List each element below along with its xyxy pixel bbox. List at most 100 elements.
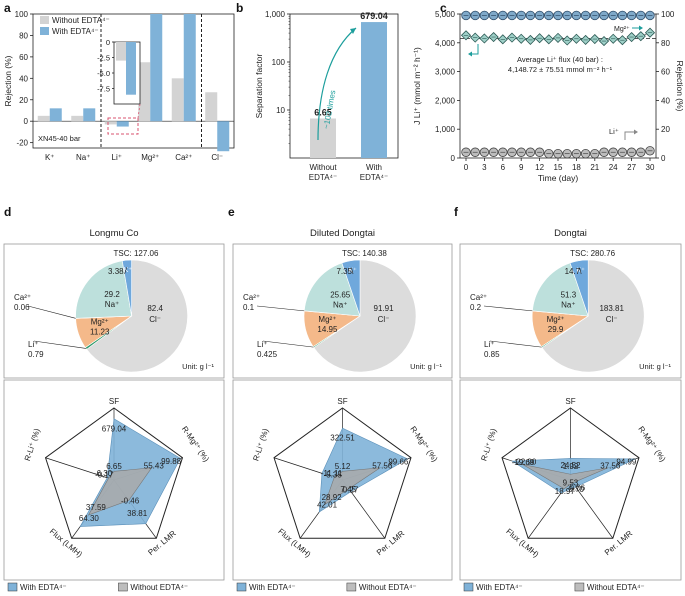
pie-leader-e-k	[351, 267, 354, 275]
pie-label-name-e-cl: Cl⁻	[378, 315, 390, 324]
pie-label-name-f-ca: Ca²⁺	[470, 293, 487, 302]
radar-value-without-e-4: -5.35	[324, 470, 343, 479]
bar-a-without-2	[104, 121, 117, 125]
x-tick-label-b-1a: With	[366, 163, 382, 172]
pie-label-name-e-na: Na⁺	[333, 300, 347, 309]
pie-leader-d-ca	[27, 305, 76, 319]
y-tick-label-a: 40	[19, 74, 28, 83]
label-li-c: Li⁺	[609, 127, 619, 136]
legend-f-with-swatch	[463, 582, 474, 592]
y-axis-label-a: Rejection (%)	[3, 55, 13, 106]
bar-a-without-5	[205, 92, 218, 122]
radar-frame-f	[501, 407, 640, 539]
y-tick-label-a: 80	[19, 31, 28, 40]
radar-value-without-d-2: -0.46	[121, 496, 140, 505]
legend-e-without: Without EDTA⁴⁻	[359, 583, 417, 592]
pie-label-name-d-ca: Ca²⁺	[14, 293, 31, 302]
radar-axis-label-e-rli: R-Li⁺ (%)	[251, 427, 270, 462]
y-tick-label-b: 100	[272, 58, 286, 67]
pie-slice-f-4	[532, 262, 589, 317]
arrow-flux-head-c	[468, 51, 472, 57]
radar-without-e	[324, 467, 381, 506]
y-axis-label-b: Separation factor	[254, 53, 264, 118]
x-tick-label-a: Na⁺	[76, 153, 90, 162]
pie-leader-d-li	[33, 340, 87, 349]
bar-a-without-0	[37, 115, 50, 122]
pie-slice-d-4	[75, 260, 132, 319]
pie-label-value-e-li: 0.425	[257, 350, 278, 359]
y-right-tick-label-c: 40	[661, 96, 670, 105]
pie-leader-e-li	[262, 340, 314, 348]
pie-label-name-f-li: Li⁺	[484, 340, 494, 349]
radar-box-e	[232, 379, 453, 581]
radar-without-f	[522, 464, 609, 490]
radar-axis-label-e-rmg: R-Mg²⁺ (%)	[408, 425, 439, 464]
inset-tick-label-a: -5.0	[97, 69, 110, 78]
axes-b-frame	[289, 13, 399, 159]
radar-value-without-e-1: 57.56	[372, 461, 393, 470]
x-tick-label-a: Ca²⁺	[175, 153, 192, 162]
bar-a-without-1	[71, 115, 84, 122]
panel-label-f: f	[454, 205, 459, 219]
y-left-axis-label-c: J Li⁺ (mmol m⁻² h⁻¹)	[412, 47, 422, 125]
legend-a-with-swatch	[40, 27, 49, 35]
pie-label-name-f-cl: Cl⁻	[606, 315, 618, 324]
x-tick-label-a: Mg²⁺	[141, 153, 159, 162]
x-tick-label-c: 24	[609, 163, 618, 172]
y-right-tick-label-c: 20	[661, 125, 670, 134]
pie-label-value-e-mg: 14.95	[317, 325, 338, 334]
x-tick-label-b-1b: EDTA⁴⁻	[360, 173, 388, 182]
radar-frame-d	[44, 407, 184, 539]
panel-title-f: Dongtai	[554, 228, 587, 239]
unit-d: Unit: g l⁻¹	[182, 362, 214, 371]
x-tick-label-c: 9	[519, 163, 524, 172]
radar-value-with-f-4: -22.90	[514, 458, 537, 467]
legend-e-with-swatch	[236, 582, 247, 592]
x-tick-label-b-0a: Without	[309, 163, 337, 172]
pie-label-name-f-na: Na⁺	[561, 300, 575, 309]
radar-box-f	[459, 379, 682, 581]
y-tick-label-a: 20	[19, 96, 28, 105]
bar-b-0	[310, 118, 336, 158]
panel-label-e: e	[228, 205, 235, 219]
radar-axis-label-f-lmr: Per. LMR	[603, 529, 634, 557]
radar-frame-e	[273, 407, 412, 539]
pie-label-value-f-cl: 183.81	[599, 304, 624, 313]
y-left-tick-label-c: 4,000	[435, 39, 456, 48]
pie-label-value-e-k: 7.35	[336, 267, 352, 276]
radar-axis-label-e-flux: Flux (LMH)	[276, 527, 312, 560]
radar-axis-label-d-sf: SF	[109, 397, 119, 406]
y-tick-label-a: 100	[15, 10, 29, 19]
radar-value-without-f-3: 9.53	[563, 478, 579, 487]
pie-label-name-f-mg: Mg²⁺	[547, 315, 565, 324]
unit-f: Unit: g l⁻¹	[639, 362, 671, 371]
pie-slice-e-4	[303, 262, 361, 317]
x-tick-label-a: K⁺	[45, 153, 55, 162]
x-tick-label-c: 27	[627, 163, 636, 172]
radar-value-with-f-1: 94.99	[616, 458, 637, 467]
radar-value-with-f-2: 0.70	[568, 485, 584, 494]
arrow-mg-head-c	[639, 25, 643, 31]
x-tick-label-c: 3	[482, 163, 487, 172]
pie-label-name-d-k: K⁺	[124, 267, 133, 274]
pie-leader-f-ca	[483, 305, 533, 312]
arrow-li-c	[624, 131, 634, 140]
radar-value-without-f-2: 0.06	[570, 484, 586, 493]
legend-a-without: Without EDTA⁴⁻	[52, 16, 110, 25]
pie-label-name-d-li: Li⁺	[28, 340, 38, 349]
y-right-tick-label-c: 80	[661, 39, 670, 48]
legend-f-without-swatch	[574, 582, 585, 592]
x-tick-label-a: Li⁺	[112, 153, 122, 162]
legend-f-with: With EDTA⁴⁻	[476, 583, 523, 592]
y-tick-label-b: 10	[276, 106, 285, 115]
legend-e-with: With EDTA⁴⁻	[249, 583, 296, 592]
pie-label-name-d-na: Na⁺	[105, 300, 119, 309]
tsc-d: TSC: 127.06	[114, 249, 159, 258]
radar-value-without-e-3: 28.92	[322, 493, 343, 502]
radar-box-d	[3, 379, 225, 581]
radar-value-without-d-0: 6.65	[106, 462, 122, 471]
pie-label-value-f-li: 0.85	[484, 350, 500, 359]
pie-label-value-d-ca: 0.06	[14, 303, 30, 312]
x-tick-label-a: Cl⁻	[211, 153, 223, 162]
